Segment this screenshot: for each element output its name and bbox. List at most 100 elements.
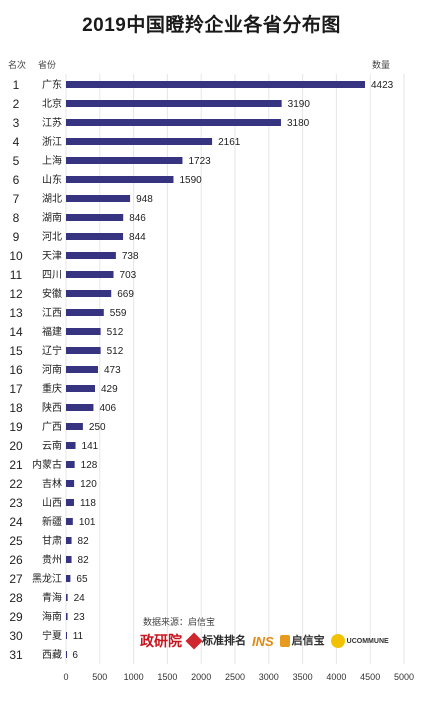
province-label: 云南 bbox=[42, 439, 62, 452]
value-label: 3180 bbox=[287, 118, 310, 129]
value-label: 948 bbox=[136, 194, 153, 205]
value-label: 669 bbox=[117, 289, 134, 300]
rank-label: 4 bbox=[13, 135, 20, 149]
rank-label: 28 bbox=[9, 591, 23, 605]
province-label: 广西 bbox=[42, 421, 62, 433]
rank-label: 31 bbox=[9, 648, 23, 662]
count-header: 数量 bbox=[372, 60, 391, 70]
value-label: 65 bbox=[76, 574, 88, 585]
x-tick-label: 3000 bbox=[259, 672, 279, 682]
value-label: 4423 bbox=[371, 80, 394, 91]
rank-label: 14 bbox=[9, 325, 23, 339]
value-label: 24 bbox=[74, 593, 86, 604]
value-label: 512 bbox=[107, 327, 124, 338]
province-label: 重庆 bbox=[42, 382, 62, 395]
bar bbox=[66, 214, 124, 221]
value-label: 2161 bbox=[218, 137, 241, 148]
bar bbox=[66, 157, 183, 164]
province-label: 辽宁 bbox=[42, 344, 62, 357]
province-label: 黑龙江 bbox=[32, 572, 62, 585]
x-tick-label: 5000 bbox=[394, 672, 414, 682]
rank-label: 25 bbox=[9, 534, 23, 548]
bar bbox=[66, 461, 75, 468]
bar bbox=[66, 594, 68, 601]
source-note: 数据来源：启信宝 bbox=[143, 617, 216, 627]
value-label: 1723 bbox=[188, 156, 211, 167]
value-label: 703 bbox=[120, 270, 137, 281]
shield-icon bbox=[279, 635, 290, 647]
bar bbox=[66, 290, 112, 297]
province-label: 江苏 bbox=[42, 116, 62, 129]
rank-label: 1 bbox=[13, 78, 20, 92]
bar bbox=[66, 651, 67, 658]
diamond-icon bbox=[185, 632, 203, 650]
province-label: 宁夏 bbox=[42, 629, 62, 642]
x-tick-label: 4000 bbox=[326, 672, 346, 682]
ucommune-logo-wrap: UCOMMUNE bbox=[330, 634, 389, 648]
value-label: 82 bbox=[78, 536, 90, 547]
bar bbox=[66, 81, 365, 88]
bar bbox=[66, 518, 73, 525]
rank-label: 13 bbox=[9, 306, 23, 320]
bar bbox=[66, 385, 96, 392]
bar bbox=[66, 556, 72, 563]
value-label: 141 bbox=[82, 441, 99, 452]
value-label: 429 bbox=[101, 384, 118, 395]
value-label: 6 bbox=[72, 650, 78, 661]
chart-title: 2019中国瞪羚企业各省分布图 bbox=[82, 15, 341, 36]
bar bbox=[66, 233, 124, 240]
province-label: 内蒙古 bbox=[32, 458, 62, 471]
province-label: 山东 bbox=[42, 173, 62, 186]
rank-label: 11 bbox=[10, 268, 23, 282]
value-label: 1590 bbox=[179, 175, 202, 186]
value-label: 473 bbox=[104, 365, 121, 376]
value-label: 738 bbox=[122, 251, 139, 262]
province-label: 海南 bbox=[42, 610, 62, 623]
sponsor-logos: 政研院 标准排名 INS 启信宝 UCOMMUNE bbox=[140, 630, 410, 652]
value-label: 512 bbox=[107, 346, 124, 357]
value-label: 101 bbox=[79, 517, 96, 528]
province-label: 西藏 bbox=[42, 649, 62, 661]
bar bbox=[66, 100, 282, 107]
rank-label: 18 bbox=[9, 401, 23, 415]
x-tick-label: 500 bbox=[92, 672, 107, 682]
bar bbox=[66, 632, 67, 639]
bar bbox=[66, 119, 281, 126]
value-label: 250 bbox=[89, 422, 106, 433]
province-label: 上海 bbox=[42, 154, 62, 167]
bar bbox=[66, 423, 83, 430]
bar bbox=[66, 328, 101, 335]
value-label: 406 bbox=[99, 403, 116, 414]
bar bbox=[66, 480, 75, 487]
province-label: 新疆 bbox=[42, 515, 62, 528]
province-label: 吉林 bbox=[42, 477, 62, 490]
rank-label: 17 bbox=[9, 382, 23, 396]
ins-logo: INS bbox=[252, 633, 274, 649]
value-label: 118 bbox=[80, 498, 96, 509]
value-label: 128 bbox=[81, 460, 98, 471]
bar bbox=[66, 366, 98, 373]
bar bbox=[66, 138, 213, 145]
x-tick-label: 2500 bbox=[225, 672, 245, 682]
province-label: 河南 bbox=[42, 363, 62, 376]
rank-label: 19 bbox=[9, 420, 23, 434]
province-label: 广东 bbox=[42, 78, 62, 91]
value-label: 559 bbox=[110, 308, 127, 319]
bar bbox=[66, 499, 74, 506]
bar bbox=[66, 404, 94, 411]
x-tick-label: 1500 bbox=[157, 672, 177, 682]
x-tick-label: 2000 bbox=[191, 672, 211, 682]
rank-label: 8 bbox=[13, 211, 20, 225]
rank-header: 名次 bbox=[8, 60, 27, 70]
province-label: 湖南 bbox=[42, 211, 62, 224]
value-label: 846 bbox=[129, 213, 146, 224]
value-label: 82 bbox=[78, 555, 90, 566]
zhengyanyuan-logo: 政研院 bbox=[140, 633, 182, 649]
value-label: 23 bbox=[74, 612, 86, 623]
rank-label: 9 bbox=[13, 230, 20, 244]
bar bbox=[66, 575, 71, 582]
rank-label: 24 bbox=[9, 515, 23, 529]
province-label: 湖北 bbox=[42, 193, 62, 205]
bar bbox=[66, 252, 116, 259]
